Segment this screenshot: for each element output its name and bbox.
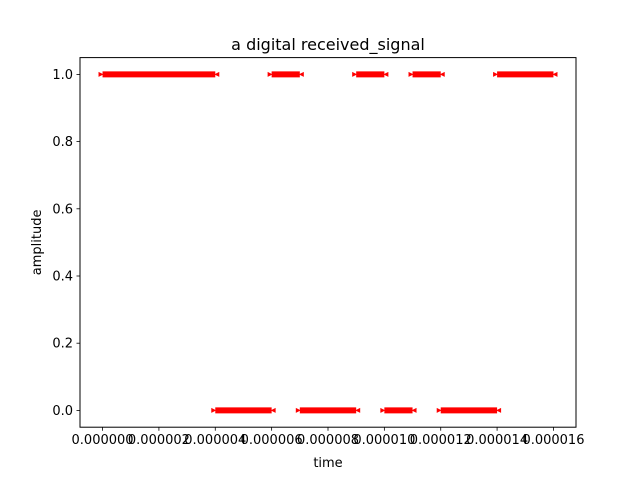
y-tick-label: 0.6 — [52, 202, 73, 217]
x-tick-label: 0.000012 — [410, 433, 472, 448]
signal-segment-3-start-marker — [295, 407, 301, 413]
signal-segment-5-start-marker — [380, 407, 386, 413]
x-tick-label: 0.000002 — [128, 433, 190, 448]
y-tick-label: 0.2 — [52, 337, 73, 352]
x-axis-ticks: 0.0000000.0000020.0000040.0000060.000008… — [72, 427, 584, 448]
x-tick-label: 0.000008 — [297, 433, 359, 448]
y-tick-label: 0.8 — [52, 135, 73, 150]
x-tick-label: 0.000006 — [241, 433, 303, 448]
signal-segment-4-end-marker — [383, 71, 389, 77]
x-tick-label: 0.000010 — [353, 433, 415, 448]
y-tick-label: 0.4 — [52, 270, 73, 285]
y-tick-label: 0.0 — [52, 404, 73, 419]
signal-segment-6-start-marker — [408, 71, 414, 77]
signal-segment-0-start-marker — [98, 71, 104, 77]
x-tick-label: 0.000016 — [522, 433, 584, 448]
signal-segment-1-end-marker — [270, 407, 276, 413]
signal-segment-2-start-marker — [267, 71, 273, 77]
x-axis-label: time — [313, 456, 342, 471]
signal-segment-4-start-marker — [352, 71, 358, 77]
signal-segment-7-end-marker — [496, 407, 502, 413]
signal-segment-6-end-marker — [439, 71, 445, 77]
y-axis-label: amplitude — [30, 210, 45, 276]
y-axis-ticks: 0.0 0.2 0.4 0.6 0.8 1.0 — [52, 68, 80, 419]
y-tick-label: 1.0 — [52, 68, 73, 83]
signal-segment-7-start-marker — [436, 407, 442, 413]
signal-segment-0-end-marker — [214, 71, 220, 77]
signal-segment-3-end-marker — [355, 407, 361, 413]
signal-segment-2-end-marker — [298, 71, 304, 77]
chart-title: a digital received_signal — [231, 35, 425, 55]
signal-segment-8-start-marker — [493, 71, 499, 77]
signal-segment-5-end-marker — [411, 407, 417, 413]
x-tick-label: 0.000014 — [466, 433, 528, 448]
signal-segment-8-end-marker — [552, 71, 558, 77]
signal-segment-1-start-marker — [211, 407, 217, 413]
x-tick-label: 0.000000 — [72, 433, 134, 448]
x-tick-label: 0.000004 — [184, 433, 246, 448]
plot-area — [98, 71, 558, 414]
